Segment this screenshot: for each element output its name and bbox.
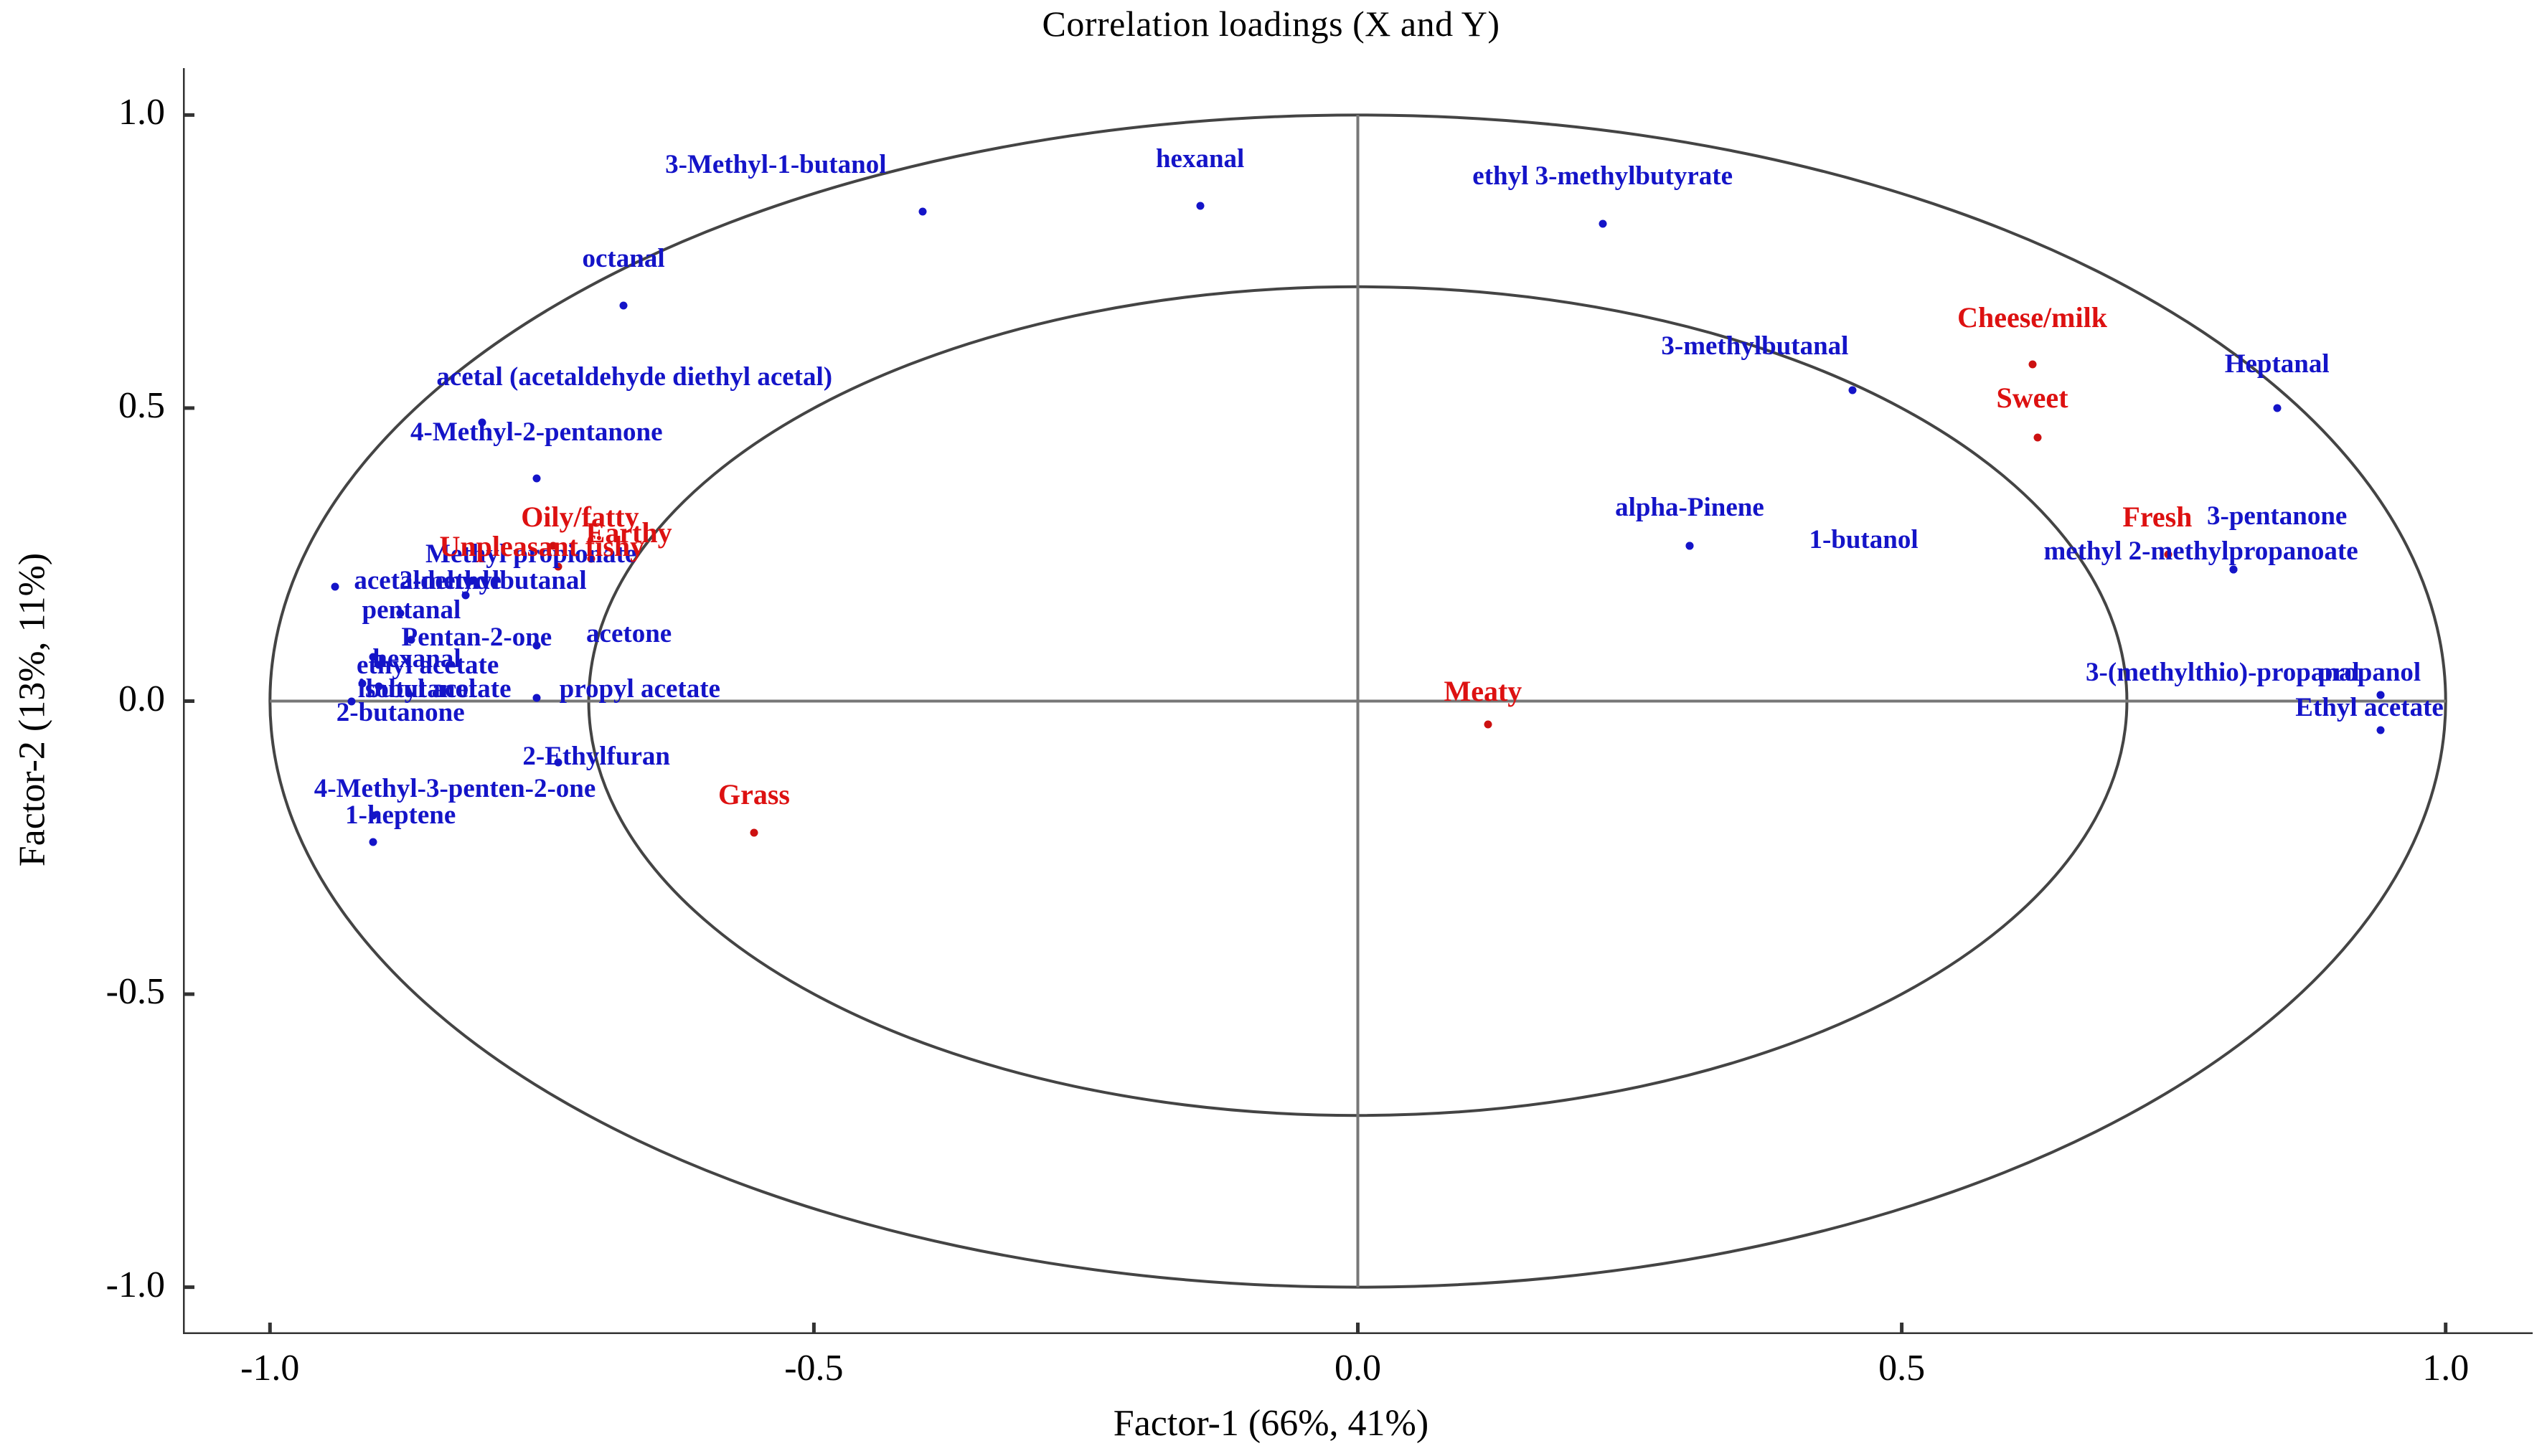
y-variable-label: Earthy [585,516,672,549]
y-tick-label: 0.0 [118,678,165,719]
x-tick-label: -0.5 [784,1348,844,1389]
x-variable-point[interactable] [2273,404,2282,412]
y-tick-label: -1.0 [105,1264,165,1305]
x-variable-point[interactable] [2376,726,2385,734]
y-variable-label: Cheese/milk [1957,301,2107,334]
y-variable-point[interactable] [750,828,758,837]
x-variable-label: 4-Methyl-2-pentanone [410,417,663,448]
x-variable-label: acetal (acetaldehyde diethyl acetal) [436,361,833,392]
x-variable-label: acetone [586,618,672,648]
y-variable-label: Fresh [2122,501,2193,534]
y-variable-point[interactable] [1484,720,1492,729]
x-variable-point[interactable] [358,679,367,688]
x-variable-label: 3-pentanone [2207,501,2348,531]
x-variable-label: propyl acetate [559,674,720,704]
x-variable-label: Ethyl acetate [2295,693,2444,723]
x-variable-label: butyl acetate [366,674,512,704]
x-variable-point[interactable] [375,661,383,669]
x-variable-point[interactable] [1685,542,1694,550]
x-tick-label: 0.5 [1878,1348,1926,1389]
x-variable-point[interactable] [369,811,377,820]
x-variable-label: hexanal [372,643,461,673]
x-variable-point[interactable] [478,418,486,427]
x-variable-point[interactable] [467,577,476,585]
x-variable-point[interactable] [532,694,541,702]
y-variable-point[interactable] [587,554,596,563]
axes-group [183,68,2533,1334]
x-tick-label: -1.0 [240,1348,300,1389]
x-variable-point[interactable] [1848,386,1857,394]
x-variable-label: 1-heptene [345,800,456,830]
x-variable-point[interactable] [2376,691,2385,699]
x-variable-label: 2-butanone [336,697,465,727]
y-axis-label: Factor-2 (13%, 11%) [11,552,53,867]
x-variable-label: isobutanol [357,674,476,704]
x-variable-label: pentanal [362,595,461,625]
y-variable-label: Unpleasant fishy [439,529,645,562]
x-variable-label: alpha-Pinene [1615,492,1764,522]
x-variable-point[interactable] [407,635,415,644]
x-variable-point[interactable] [369,838,377,846]
x-variable-label: Methyl propionate [425,539,637,569]
x-variable-label: 2-methylbutanal [399,565,587,595]
y-variable-point[interactable] [549,542,557,550]
x-variable-label: acetaldehyde [354,565,502,595]
x-variable-label: 3-(methylthio)-propanal [2086,658,2360,688]
y-tick-label: 0.5 [118,384,165,426]
chart-title: Correlation loadings (X and Y) [1042,4,1500,44]
x-tick-label: 0.0 [1334,1348,1381,1389]
y-tick-label: 1.0 [118,92,165,133]
x-variable-point[interactable] [461,591,470,600]
x-variable-point[interactable] [331,582,339,591]
x-variable-label: 4-Methyl-3-penten-2-one [314,774,596,804]
x-tick-label: 1.0 [2422,1348,2470,1389]
y-variable-label: Grass [718,777,790,810]
crosshair-group [270,115,2446,1287]
x-variable-point[interactable] [1196,202,1205,210]
x-variable-label: propanol [2317,658,2421,688]
x-variable-point[interactable] [532,474,541,483]
x-variable-label: methyl 2-methylpropanoate [2043,536,2358,567]
x-axis-label: Factor-1 (66%, 41%) [1113,1403,1429,1444]
y-variable-point[interactable] [554,562,562,571]
x-variable-point[interactable] [369,653,377,661]
x-variable-point[interactable] [554,758,562,767]
x-variable-point[interactable] [396,609,405,618]
x-variable-label: 1-butanol [1809,524,1919,554]
x-variable-label: ethyl acetate [357,651,499,681]
y-variable-point[interactable] [2164,550,2173,559]
x-variable-label: 2-Ethylfuran [522,742,670,772]
x-variable-point[interactable] [619,301,628,310]
x-variable-label: octanal [582,243,665,273]
x-variable-point[interactable] [918,207,927,216]
x-variable-point[interactable] [347,697,356,705]
x-variable-label: Pentan-2-one [401,623,552,653]
x-variable-point[interactable] [2229,565,2238,574]
plot-area: -1.0 -0.5 0.0 0.5 1.0 1.0 0.5 0.0 -0.5 -1.0 3-Me… [106,68,2533,1389]
x-variable-label: 3-Methyl-1-butanol [665,149,887,179]
y-variable-label: Oily/fatty [521,501,639,534]
x-variable-label: ethyl 3-methylbutyrate [1472,161,1733,192]
x-variable-label: 3-methylbutanal [1661,331,1849,361]
y-variable-point[interactable] [2033,433,2042,442]
x-variable-point[interactable] [1599,219,1607,228]
x-variable-point[interactable] [532,641,541,650]
y-tick-label: -0.5 [105,971,165,1013]
x-variable-point[interactable] [375,682,383,691]
plot-svg [183,68,2533,1334]
y-variable-label: Meaty [1444,674,1522,707]
y-variable-point[interactable] [2028,360,2037,369]
x-variable-label: hexanal [1155,143,1245,174]
x-variable-label: Heptanal [2224,349,2330,379]
y-variable-label: Sweet [1996,382,2068,415]
